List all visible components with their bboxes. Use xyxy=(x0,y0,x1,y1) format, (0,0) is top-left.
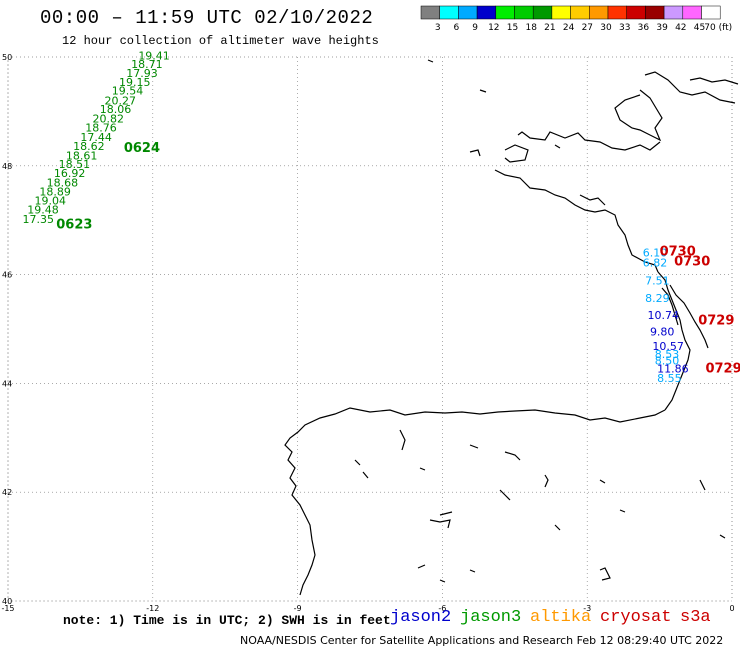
wave-height-value: 18.06 xyxy=(100,103,132,116)
wave-height-value: 19.41 xyxy=(138,50,170,63)
colorbar-swatch xyxy=(458,5,478,20)
colorbar-label: 24 xyxy=(563,23,575,33)
wave-height-value: 11.86 xyxy=(657,363,689,376)
wave-height-value: 18.51 xyxy=(59,158,91,171)
colorbar-label: 33 xyxy=(619,23,630,33)
page-subtitle: 12 hour collection of altimeter wave hei… xyxy=(62,34,379,48)
wave-height-value: 17.44 xyxy=(80,131,112,144)
lat-lon-grid: -15 -12 -9 -6 -3 0 50 48 46 44 42 40 xyxy=(1,53,734,613)
colorbar-label: 42 xyxy=(675,23,686,33)
pass-time-label: 0623 xyxy=(56,217,92,232)
wave-height-value: 17.35 xyxy=(22,213,54,226)
lat-tick-label: 48 xyxy=(2,162,12,171)
colorbar-swatch xyxy=(701,5,721,20)
wave-height-value: 10.57 xyxy=(652,340,684,353)
page-title: 00:00 – 11:59 UTC 02/10/2022 xyxy=(40,7,374,29)
pass-time-label: 0730 xyxy=(674,254,710,269)
colorbar-label: 30 xyxy=(600,23,612,33)
colorbar-label: 18 xyxy=(525,23,537,33)
lon-tick-label: -12 xyxy=(146,604,159,613)
wave-height-value: 8.50 xyxy=(655,354,680,367)
colorbar-label: 3 xyxy=(435,23,441,33)
lat-tick-label: 44 xyxy=(2,379,12,388)
lon-tick-label: -6 xyxy=(438,604,446,613)
colorbar-label: 70 (ft) xyxy=(704,23,732,33)
wave-height-value: 6.10 xyxy=(643,247,668,260)
colorbar-label: 9 xyxy=(472,23,478,33)
legend-jason2: jason2 xyxy=(390,608,452,627)
colorbar-label: 12 xyxy=(488,23,499,33)
colorbar-swatch xyxy=(626,5,646,20)
lat-tick-label: 40 xyxy=(2,597,12,606)
legend-jason3: jason3 xyxy=(460,608,522,627)
wave-height-value: 19.54 xyxy=(112,85,144,98)
colorbar-swatch xyxy=(514,5,534,20)
wave-height-value: 19.15 xyxy=(119,76,151,89)
colorbar-swatch xyxy=(439,5,459,20)
wave-height-value: 18.62 xyxy=(73,140,105,153)
colorbar-swatch xyxy=(570,5,590,20)
colorbar-swatch xyxy=(663,5,684,20)
lat-tick-label: 50 xyxy=(2,53,12,62)
wave-height-value: 18.68 xyxy=(47,176,79,189)
legend-s3a: s3a xyxy=(680,608,711,627)
pass-time-label: 0624 xyxy=(124,141,160,156)
colorbar-swatch xyxy=(495,5,515,20)
wave-height-value: 18.61 xyxy=(66,149,98,162)
colorbar-swatch xyxy=(589,5,609,20)
wave-height-value: 18.89 xyxy=(39,186,71,199)
pass-time-label: 0729 xyxy=(698,314,734,329)
pass-time-label: 0730 xyxy=(660,245,696,260)
credit-line: NOAA/NESDIS Center for Satellite Applica… xyxy=(240,634,724,647)
colorbar-swatch xyxy=(551,5,571,20)
wave-height-value: 20.27 xyxy=(105,94,136,107)
legend-cryosat: cryosat xyxy=(600,608,672,627)
wave-height-value: 8.55 xyxy=(657,372,682,385)
colorbar-label: 21 xyxy=(544,23,555,33)
color-scale-legend: 3 6 9 12 15 18 21 24 27 30 33 36 39 42 45 70 (ft) xyxy=(420,5,732,33)
wave-height-value: 17.93 xyxy=(126,67,157,80)
wave-height-readings: 19.4118.7117.9319.1519.5420.2718.0620.82… xyxy=(22,50,740,385)
wave-height-value: 10.74 xyxy=(648,309,680,322)
wave-height-value: 16.92 xyxy=(54,167,86,180)
colorbar-label: 39 xyxy=(656,23,668,33)
colorbar-swatch xyxy=(420,5,440,20)
legend-altika: altika xyxy=(530,608,592,627)
lon-tick-label: -9 xyxy=(294,604,302,613)
lat-tick-label: 46 xyxy=(2,271,12,280)
colorbar-label: 6 xyxy=(454,23,460,33)
pass-time-label: 0729 xyxy=(705,362,740,377)
wave-height-value: 19.04 xyxy=(35,194,66,207)
coastline xyxy=(284,59,739,596)
colorbar-swatch xyxy=(607,5,627,20)
wave-height-value: 19.48 xyxy=(27,204,59,217)
wave-height-value: 8.53 xyxy=(655,348,680,361)
colorbar-label: 36 xyxy=(638,23,650,33)
note-text: note: 1) Time is in UTC; 2) SWH is in fe… xyxy=(63,613,391,628)
colorbar-swatch xyxy=(682,5,702,20)
lon-tick-label: -3 xyxy=(583,604,591,613)
wave-height-value: 20.82 xyxy=(92,112,124,125)
colorbar-label: 15 xyxy=(507,23,518,33)
wave-height-value: 9.80 xyxy=(650,326,675,339)
colorbar-swatch xyxy=(532,5,553,20)
map-frame xyxy=(7,56,733,602)
wave-height-value: 18.71 xyxy=(131,58,163,71)
colorbar-swatch xyxy=(476,5,497,20)
wave-height-value: 7.51 xyxy=(645,274,670,287)
wave-height-value: 6.82 xyxy=(643,256,668,269)
colorbar-label: 27 xyxy=(582,23,593,33)
lon-tick-label: -15 xyxy=(1,604,14,613)
lat-tick-label: 42 xyxy=(2,488,12,497)
colorbar-label: 45 xyxy=(694,23,705,33)
wave-height-value: 18.76 xyxy=(85,122,117,135)
lon-tick-label: 0 xyxy=(729,604,734,613)
wave-height-value: 8.29 xyxy=(645,292,670,305)
colorbar-swatch xyxy=(645,5,665,20)
